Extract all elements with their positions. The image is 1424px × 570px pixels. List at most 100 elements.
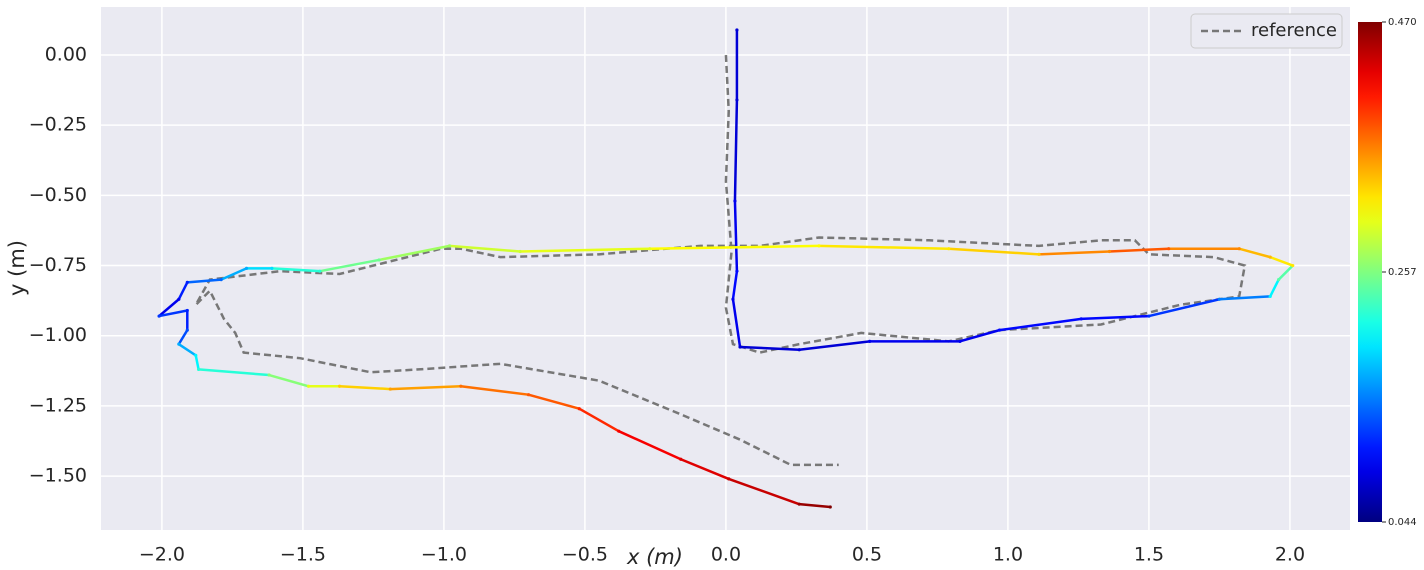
trajectory-segment — [270, 267, 322, 273]
trajectory-point — [306, 384, 311, 388]
x-axis-label: x (m) — [626, 545, 683, 569]
trajectory-segment — [731, 269, 739, 301]
trajectory-segment — [448, 244, 522, 253]
trajectory-point — [817, 244, 821, 248]
x-tick-label: −1.0 — [421, 544, 467, 566]
trajectory-point — [1277, 277, 1281, 282]
trajectory-point — [185, 308, 189, 313]
y-tick-label: −0.25 — [29, 114, 87, 136]
trajectory-segment — [459, 385, 530, 396]
trajectory-point — [459, 384, 463, 388]
trajectory-segment — [267, 373, 310, 388]
y-tick-label: 0.00 — [45, 44, 87, 66]
x-tick-label: 2.0 — [1275, 544, 1305, 566]
trajectory-segment — [318, 258, 381, 273]
trajectory-point — [244, 266, 249, 270]
trajectory-segment — [1277, 264, 1295, 281]
trajectory-point — [733, 199, 737, 203]
trajectory-point — [731, 297, 735, 301]
trajectory-segment — [578, 407, 621, 433]
trajectory-point — [447, 244, 452, 248]
trajectory-point — [735, 98, 739, 102]
y-tick-label: −0.75 — [29, 254, 87, 276]
trajectory-segment — [527, 393, 581, 410]
x-tick-label: −0.5 — [562, 544, 608, 566]
trajectory-point — [735, 269, 739, 273]
trajectory-point — [947, 247, 951, 251]
trajectory-segment — [197, 368, 271, 377]
trajectory-point — [797, 348, 801, 352]
y-tick-label: −1.25 — [29, 394, 87, 416]
trajectory-segment — [518, 247, 652, 253]
trajectory-point — [196, 367, 201, 372]
trajectory-point — [727, 477, 731, 481]
trajectory-point — [648, 247, 652, 251]
trajectory-segment — [338, 385, 392, 391]
trajectory-segment — [177, 342, 198, 357]
trajectory-point — [735, 28, 739, 32]
trajectory-point — [157, 314, 161, 318]
trajectory-segment — [1147, 297, 1221, 318]
trajectory-point — [194, 353, 198, 357]
trajectory-point — [1268, 294, 1272, 299]
trajectory-point — [267, 373, 271, 377]
x-tick-label: −1.5 — [280, 544, 326, 566]
trajectory-point — [337, 384, 342, 388]
trajectory-point — [1107, 249, 1112, 254]
trajectory-segment — [177, 328, 189, 346]
trajectory-segment — [1218, 295, 1272, 301]
trajectory-point — [577, 407, 581, 411]
trajectory-segment — [157, 309, 189, 318]
trajectory-segment — [947, 247, 1041, 256]
x-tick-label: −2.0 — [139, 544, 185, 566]
trajectory-segment — [727, 477, 801, 506]
trajectory-point — [219, 277, 223, 282]
trajectory-point — [1268, 255, 1272, 259]
trajectory-segment — [1108, 247, 1170, 253]
trajectory-point — [617, 429, 621, 433]
x-tick-label: 0.0 — [711, 544, 741, 566]
y-tick-label: −1.50 — [29, 465, 87, 487]
y-axis-label: y (m) — [5, 240, 29, 296]
trajectory-point — [997, 328, 1002, 332]
y-tick-label: −0.50 — [29, 184, 87, 206]
trajectory-point — [1167, 247, 1171, 251]
trajectory-segment — [817, 244, 950, 250]
trajectory-segment — [738, 345, 801, 352]
trajectory-segment — [797, 502, 832, 509]
trajectory-segment — [1037, 250, 1111, 256]
trajectory-point — [518, 249, 522, 254]
trajectory-segment — [958, 328, 1001, 343]
trajectory-point — [1079, 317, 1083, 321]
trajectory-segment — [157, 297, 181, 318]
trajectory-point — [318, 269, 322, 273]
reference-line — [194, 54, 1247, 467]
trajectory-point — [828, 505, 832, 509]
trajectory-segment — [617, 429, 683, 461]
colorbar-tick-label: 0.257 — [1388, 267, 1417, 278]
trajectory-point — [1037, 252, 1041, 256]
trajectory-segment — [389, 385, 463, 391]
colorbar-tick-label: 0.470 — [1388, 17, 1417, 28]
trajectory-segment — [1268, 278, 1280, 298]
trajectory-point — [270, 266, 274, 270]
trajectory-segment — [1237, 247, 1272, 259]
x-tick-label: 1.5 — [1134, 544, 1164, 566]
legend-label: reference — [1251, 20, 1337, 41]
trajectory-segment — [733, 199, 739, 273]
trajectory-point — [1147, 314, 1151, 318]
trajectory-segment — [733, 98, 739, 203]
trajectory-point — [177, 297, 181, 301]
trajectory-segment — [797, 340, 871, 352]
trajectory-segment — [1079, 314, 1151, 321]
trajectory-segment — [731, 297, 742, 349]
trajectory-segment — [377, 244, 451, 262]
colorbar — [1358, 22, 1382, 522]
trajectory-segment — [219, 267, 248, 281]
trajectory-point — [1217, 297, 1222, 301]
trajectory-point — [1237, 247, 1241, 251]
trajectory-segment — [679, 458, 730, 481]
trajectory-point — [958, 339, 962, 343]
trajectory-point — [738, 345, 742, 349]
